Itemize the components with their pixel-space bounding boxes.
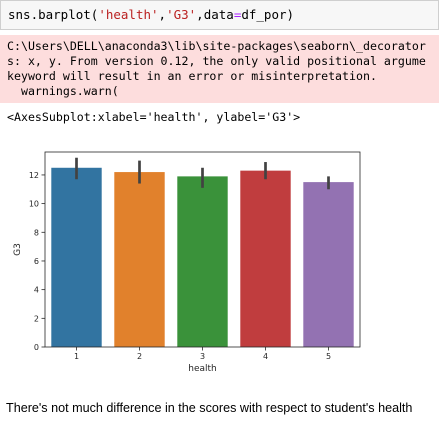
x-tick-label: 1: [74, 352, 79, 361]
code-cell[interactable]: sns.barplot('health','G3',data=df_por): [0, 0, 439, 30]
bar: [240, 170, 291, 347]
warning-line: s: x, y. From version 0.12, the only val…: [7, 54, 426, 68]
y-tick-label: 6: [34, 257, 39, 266]
plot-frame: [44, 151, 361, 348]
code-value: df_por): [241, 7, 295, 22]
y-tick-label: 0: [34, 343, 39, 352]
y-tick-label: 10: [29, 200, 39, 209]
bar: [51, 167, 102, 347]
y-tick-label: 12: [29, 171, 39, 180]
code-separator: ,: [158, 7, 167, 22]
bar: [303, 182, 354, 347]
code-equals: =: [233, 7, 242, 22]
x-tick-label: 5: [326, 352, 331, 361]
output-repr: <AxesSubplot:xlabel='health', ylabel='G3…: [7, 110, 301, 124]
warning-line: C:\Users\DELL\anaconda3\lib\site-package…: [7, 39, 426, 53]
x-tick-label: 3: [200, 352, 205, 361]
bar: [114, 172, 165, 347]
y-tick-label: 8: [34, 228, 39, 237]
y-axis-label: G3: [13, 243, 23, 256]
y-tick-label: 4: [34, 286, 39, 295]
x-tick-label: 4: [263, 352, 268, 361]
y-tick-label: 2: [34, 314, 39, 323]
barplot-chart: 1 2 3 4 5 0 2 4 6 8 10 12 health G3: [0, 140, 439, 380]
warning-output: C:\Users\DELL\anaconda3\lib\site-package…: [0, 35, 439, 103]
bar: [177, 176, 228, 347]
markdown-note: There's not much difference in the score…: [6, 401, 413, 415]
code-input[interactable]: sns.barplot('health','G3',data=df_por): [8, 7, 294, 22]
x-axis-label: health: [188, 364, 217, 374]
warning-line: warnings.warn(: [7, 84, 119, 98]
code-separator: ,: [196, 7, 204, 22]
code-keyword-data: data: [203, 7, 234, 22]
x-tick-label: 2: [137, 352, 142, 361]
code-function: sns.barplot(: [8, 7, 99, 22]
warning-line: keyword will result in an error or misin…: [7, 69, 377, 83]
code-arg-g3: 'G3': [166, 7, 197, 22]
code-arg-health: 'health': [98, 7, 159, 22]
